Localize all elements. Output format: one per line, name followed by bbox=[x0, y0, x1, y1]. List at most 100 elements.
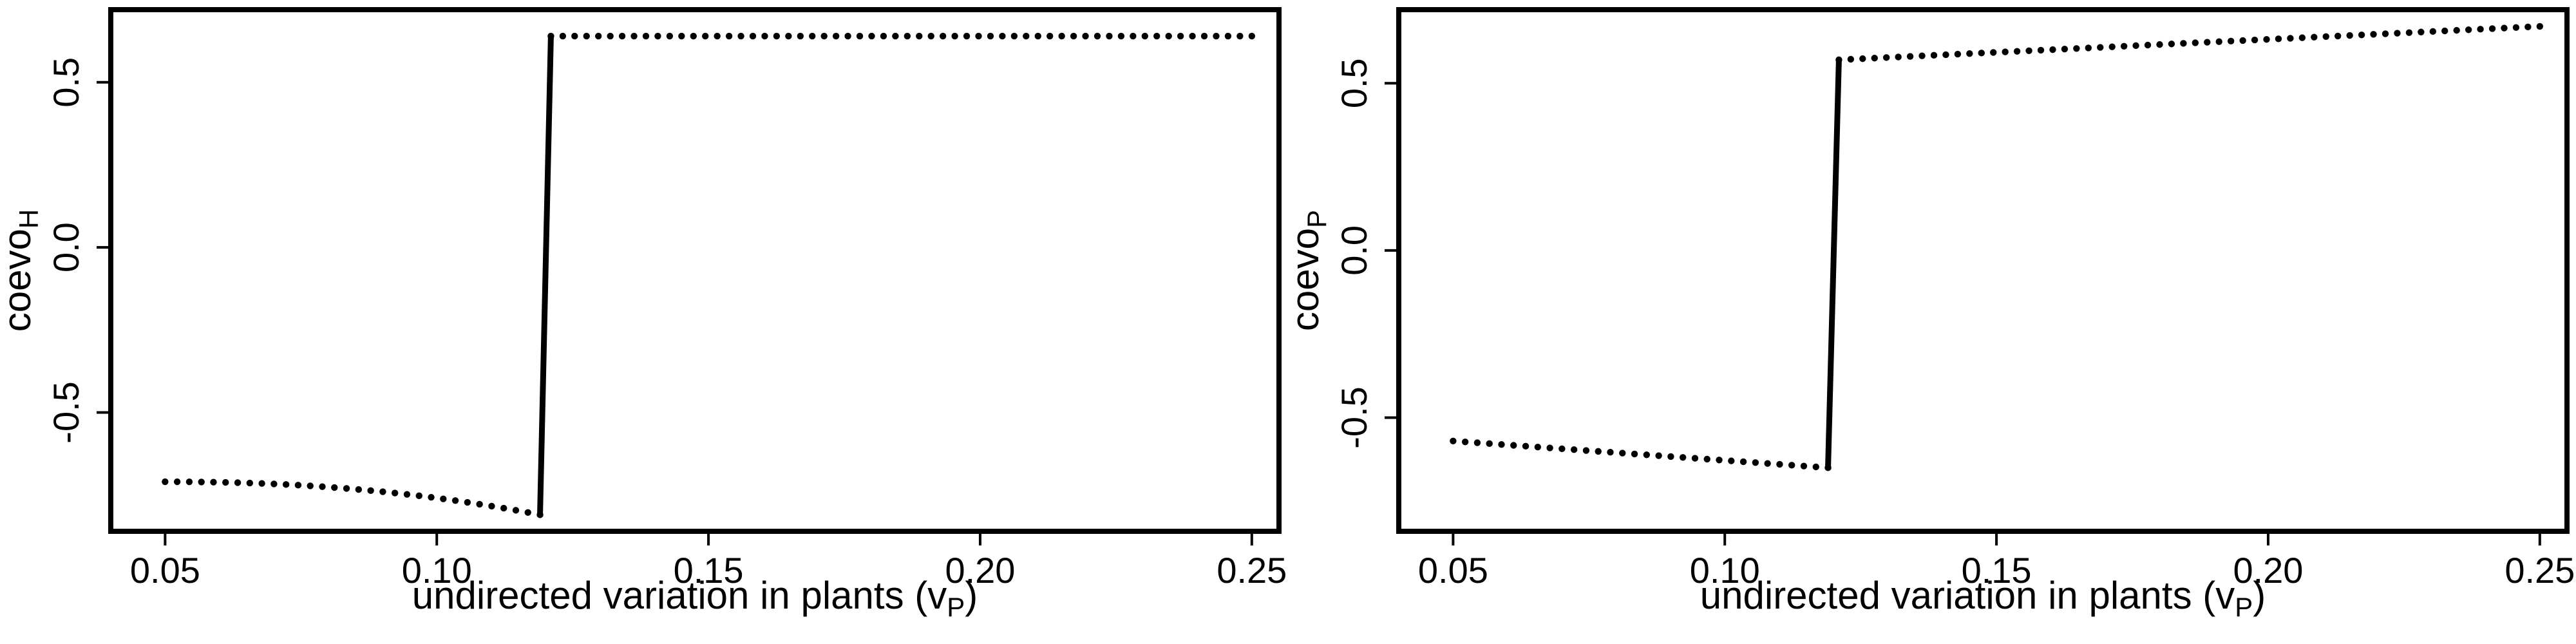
data-point bbox=[2488, 25, 2496, 32]
data-point bbox=[2013, 48, 2021, 55]
data-point bbox=[1510, 442, 1517, 449]
data-point bbox=[1631, 450, 1638, 458]
data-point bbox=[571, 32, 578, 40]
data-point bbox=[282, 481, 290, 488]
data-point bbox=[547, 32, 554, 40]
left-panel: 0.05 0.10 0.15 0.20 0.25 -0.5 0.0 0.5 undirected… bbox=[0, 7, 1287, 622]
data-point bbox=[559, 32, 567, 40]
data-point bbox=[1667, 453, 1674, 460]
data-point bbox=[367, 487, 374, 494]
data-point bbox=[1486, 440, 1493, 448]
x-axis-label-close: ) bbox=[965, 574, 978, 617]
data-point bbox=[2429, 28, 2436, 35]
data-point bbox=[2322, 33, 2329, 41]
data-point bbox=[1942, 51, 1949, 59]
data-point bbox=[725, 32, 733, 40]
data-point bbox=[1058, 32, 1065, 40]
data-point bbox=[1906, 53, 1914, 60]
data-point bbox=[1728, 457, 1735, 464]
data-point bbox=[1595, 448, 1602, 455]
data-point bbox=[820, 32, 828, 40]
data-point bbox=[500, 504, 507, 512]
x-tick-label: 0.25 bbox=[1217, 550, 1287, 591]
plot-frame bbox=[108, 7, 1282, 534]
data-point bbox=[1883, 54, 1890, 61]
data-point bbox=[583, 32, 590, 40]
data-point bbox=[1847, 55, 1855, 63]
data-point bbox=[307, 482, 314, 489]
data-point bbox=[1117, 32, 1125, 40]
data-point bbox=[690, 32, 697, 40]
data-point bbox=[1023, 32, 1030, 40]
data-point bbox=[797, 32, 804, 40]
data-point bbox=[2346, 32, 2353, 39]
data-point bbox=[1106, 32, 1113, 40]
data-point bbox=[2168, 41, 2175, 48]
data-point bbox=[1034, 32, 1041, 40]
data-point bbox=[1776, 460, 1783, 468]
data-point bbox=[2382, 30, 2389, 37]
data-point bbox=[2287, 35, 2294, 42]
data-point bbox=[975, 32, 982, 40]
data-point bbox=[844, 32, 851, 40]
x-tick-label: 0.15 bbox=[674, 550, 744, 591]
data-point bbox=[2002, 48, 2009, 55]
plot-frame bbox=[1396, 7, 2570, 534]
data-point bbox=[1082, 32, 1089, 40]
x-axis-label-subscript: P bbox=[2235, 592, 2253, 622]
x-tick-label: 0.25 bbox=[2505, 550, 2575, 591]
data-point bbox=[440, 495, 447, 502]
x-tick-label: 0.10 bbox=[402, 550, 472, 591]
data-point bbox=[1643, 451, 1651, 459]
data-point bbox=[749, 32, 757, 40]
data-point bbox=[476, 500, 483, 508]
data-point bbox=[892, 32, 899, 40]
x-axis-label-main: undirected variation in plants (v bbox=[412, 574, 947, 617]
data-point bbox=[2405, 29, 2413, 36]
data-point bbox=[2120, 43, 2128, 50]
data-point bbox=[2275, 35, 2282, 43]
data-point bbox=[2370, 31, 2377, 38]
data-point bbox=[331, 484, 338, 491]
data-point bbox=[1752, 459, 1759, 466]
y-axis-label: coevoH bbox=[0, 209, 44, 332]
data-point bbox=[1800, 462, 1808, 469]
data-point bbox=[868, 32, 875, 40]
data-point bbox=[1954, 50, 1962, 58]
data-point bbox=[391, 489, 399, 497]
data-point bbox=[2132, 42, 2139, 50]
y-axis-label-subscript: P bbox=[1302, 210, 1332, 228]
data-point bbox=[951, 32, 958, 40]
data-point bbox=[1871, 55, 1878, 62]
data-point bbox=[162, 478, 169, 486]
data-point bbox=[258, 480, 265, 487]
data-point bbox=[1655, 452, 1662, 459]
right-panel: 0.05 0.10 0.15 0.20 0.25 -0.5 0.0 0.5 undirected… bbox=[1283, 7, 2575, 622]
data-point bbox=[1739, 458, 1747, 466]
data-point bbox=[1141, 32, 1148, 40]
data-point bbox=[773, 32, 781, 40]
data-point bbox=[1473, 439, 1481, 446]
x-tick-label: 0.20 bbox=[2233, 550, 2303, 591]
data-point bbox=[1070, 32, 1077, 40]
data-point bbox=[488, 502, 495, 510]
y-axis-label: coevoP bbox=[1283, 210, 1332, 331]
data-point bbox=[1177, 32, 1184, 40]
data-point bbox=[856, 32, 864, 40]
data-point bbox=[512, 507, 520, 514]
y-tick-label: -0.5 bbox=[1334, 386, 1374, 449]
data-point bbox=[1498, 440, 1505, 448]
data-point bbox=[2358, 31, 2365, 39]
data-point bbox=[1522, 442, 1530, 450]
data-point bbox=[2073, 45, 2080, 52]
x-tick-label: 0.05 bbox=[1418, 550, 1488, 591]
data-point bbox=[1236, 32, 1244, 40]
data-point bbox=[2394, 30, 2401, 37]
data-point bbox=[2037, 46, 2045, 54]
x-tick-label: 0.10 bbox=[1690, 550, 1760, 591]
data-point bbox=[2180, 40, 2187, 47]
data-point bbox=[1978, 50, 1985, 57]
data-point bbox=[654, 32, 661, 40]
data-point bbox=[2061, 45, 2069, 53]
data-point bbox=[809, 32, 816, 40]
